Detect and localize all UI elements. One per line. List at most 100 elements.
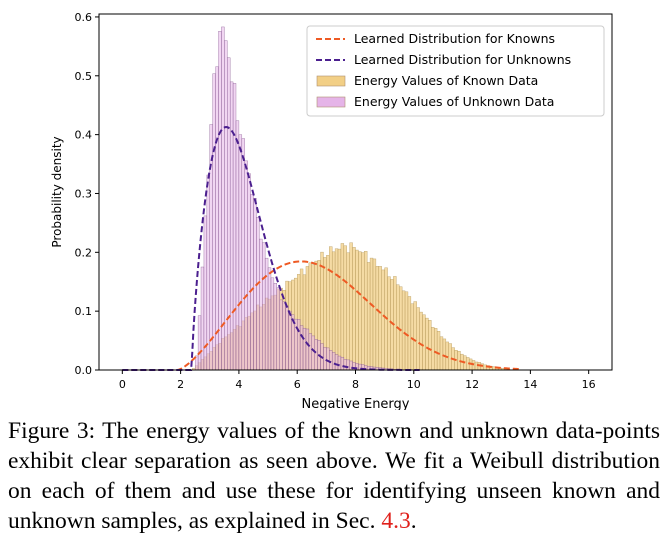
unknown-bar <box>256 217 260 371</box>
known-bar <box>431 327 435 371</box>
known-bar <box>349 242 353 371</box>
unknown-bar <box>209 124 213 371</box>
known-bar <box>422 314 426 371</box>
legend-label: Learned Distribution for Unknowns <box>354 52 571 67</box>
x-axis-ticks: 0 2 4 6 8 10 12 14 16 <box>119 370 596 391</box>
known-bar <box>366 262 371 371</box>
unknown-bar <box>247 173 251 371</box>
unknown-bar <box>229 81 234 371</box>
x-tick-label: 14 <box>523 378 537 391</box>
unknown-bar <box>218 31 222 371</box>
unknown-bar <box>288 310 292 371</box>
y-tick-label: 0.2 <box>75 246 93 259</box>
unknown-bar <box>267 267 272 371</box>
known-bar <box>407 296 412 371</box>
unknown-bar <box>285 305 289 371</box>
known-bar <box>401 290 406 371</box>
unknown-bar <box>273 283 278 371</box>
unknown-bar <box>232 83 237 371</box>
legend-label: Learned Distribution for Knowns <box>354 31 555 46</box>
unknown-bar <box>224 40 228 371</box>
known-bar <box>352 247 356 371</box>
known-bar <box>364 251 368 371</box>
caption-text: Figure 3: The energy values of the known… <box>8 418 660 534</box>
known-bar <box>346 252 350 371</box>
unknown-bar <box>250 194 254 371</box>
unknown-bar <box>334 354 339 371</box>
unknown-bar <box>326 347 330 371</box>
known-bar <box>433 328 438 371</box>
y-tick-label: 0.6 <box>75 11 93 24</box>
y-tick-label: 0.1 <box>75 305 93 318</box>
known-bar <box>387 276 391 371</box>
legend-label: Energy Values of Known Data <box>354 73 538 88</box>
unknown-bar <box>279 299 283 371</box>
known-bar <box>337 248 342 371</box>
legend-patch-swatch <box>316 96 346 108</box>
unknown-bar <box>346 359 350 371</box>
unknown-bar <box>227 57 231 371</box>
unknown-bar <box>329 350 333 371</box>
unknown-bar <box>270 277 275 371</box>
known-bar <box>355 249 359 371</box>
y-tick-label: 0.5 <box>75 70 93 83</box>
unknown-bar <box>197 315 202 371</box>
known-bar <box>439 336 444 371</box>
unknown-bar <box>241 138 245 371</box>
known-bar <box>410 303 414 371</box>
unknown-bar <box>262 242 266 371</box>
known-bar <box>343 245 347 371</box>
x-axis-label: Negative Energy <box>302 397 410 410</box>
unknown-bar <box>297 319 301 371</box>
known-bar <box>372 258 377 371</box>
unknown-bar <box>314 339 318 371</box>
figure-caption: Figure 3: The energy values of the known… <box>8 416 660 536</box>
y-axis-label: Probability density <box>50 136 64 247</box>
x-tick-label: 2 <box>177 378 184 391</box>
known-bar <box>361 252 365 371</box>
unknown-bar <box>212 73 216 371</box>
known-bar <box>425 317 429 371</box>
section-reference-link[interactable]: 4.3 <box>381 508 411 534</box>
unknown-bar <box>311 335 315 371</box>
x-tick-label: 16 <box>582 378 596 391</box>
known-bar <box>381 269 385 371</box>
unknown-bar <box>215 66 219 371</box>
unknown-bar <box>299 325 304 371</box>
known-bar <box>419 311 423 371</box>
unknown-bar <box>331 352 336 371</box>
known-bar <box>442 338 447 371</box>
unknown-bar <box>221 26 225 371</box>
figure-chart: 0 2 4 6 8 10 12 14 16 0.0 0.1 0.2 0.3 0.4 0.5 0.6 Nega… <box>50 11 613 410</box>
unknown-bar <box>259 238 263 371</box>
known-bar <box>393 276 397 371</box>
legend-patch-swatch <box>316 75 346 87</box>
known-bar <box>448 343 452 371</box>
x-tick-label: 0 <box>119 378 126 391</box>
y-tick-label: 0.0 <box>75 364 93 377</box>
legend-box <box>306 25 605 117</box>
unknown-bar <box>340 356 345 371</box>
x-tick-label: 6 <box>294 378 301 391</box>
unknown-bar <box>308 333 312 371</box>
x-tick-label: 12 <box>465 378 479 391</box>
known-bar <box>436 331 441 371</box>
x-tick-label: 8 <box>352 378 359 391</box>
y-axis-ticks: 0.0 0.1 0.2 0.3 0.4 0.5 0.6 <box>75 11 99 377</box>
unknown-bar <box>282 301 286 371</box>
unknown-bar <box>337 355 342 371</box>
y-tick-label: 0.3 <box>75 187 93 200</box>
legend: Learned Distribution for Knowns Learned D… <box>306 25 605 117</box>
known-bar <box>375 266 380 371</box>
known-bar <box>413 301 417 371</box>
known-bar <box>369 257 374 371</box>
unknown-bar <box>305 328 310 371</box>
known-bar <box>334 248 339 371</box>
known-bar <box>358 251 362 371</box>
unknown-bar <box>264 257 269 371</box>
unknown-bar <box>302 327 307 371</box>
known-bar <box>416 307 420 371</box>
known-bar <box>428 320 432 371</box>
unknown-bar <box>238 134 243 371</box>
unknown-bar <box>276 287 280 371</box>
